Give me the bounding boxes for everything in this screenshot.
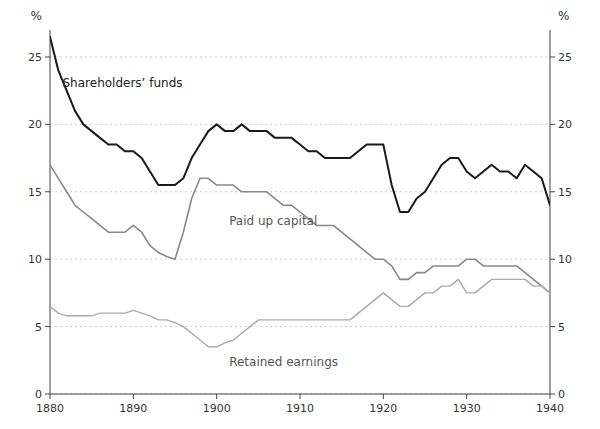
y-tick-label: 25	[28, 51, 42, 64]
y2-tick-label: 20	[558, 118, 572, 131]
y-tick-label: 15	[28, 186, 42, 199]
chart: 1880189019001910192019301940051015202505…	[0, 0, 600, 429]
x-tick-label: 1930	[453, 402, 481, 415]
x-tick	[550, 394, 551, 399]
y2-tick	[550, 259, 555, 260]
y2-tick	[550, 56, 555, 57]
x-tick	[300, 394, 301, 399]
plot-area	[50, 37, 550, 347]
y-axis-label: %	[31, 9, 42, 23]
series-annotation: Shareholders’ funds	[63, 76, 183, 90]
x-tick-label: 1880	[36, 402, 64, 415]
x-tick-label: 1890	[119, 402, 147, 415]
grid	[50, 57, 550, 394]
x-tick-label: 1900	[203, 402, 231, 415]
y-tick	[45, 326, 50, 327]
y-tick-label: 5	[35, 321, 42, 334]
y-tick	[45, 259, 50, 260]
y-tick	[45, 191, 50, 192]
y2-tick	[550, 394, 555, 395]
y-tick-label: 20	[28, 118, 42, 131]
x-tick	[383, 394, 384, 399]
x-tick-label: 1940	[536, 402, 564, 415]
x-tick	[50, 394, 51, 399]
y-tick-label: 0	[35, 388, 42, 401]
annotations: Shareholders’ funds Paid up capital Retain…	[63, 76, 339, 369]
x-tick	[466, 394, 467, 399]
series-line	[50, 165, 550, 293]
grid-line	[50, 326, 550, 327]
y-tick-label: 10	[28, 253, 42, 266]
grid-line	[50, 191, 550, 192]
y2-axis-label: %	[558, 9, 569, 23]
y-tick	[45, 124, 50, 125]
series-line	[50, 37, 550, 212]
series-line	[50, 279, 550, 346]
x-tick-label: 1910	[286, 402, 314, 415]
y2-axis-line	[550, 30, 551, 394]
x-tick-label: 1920	[369, 402, 397, 415]
y-axis-line	[50, 30, 51, 394]
y2-tick-label: 15	[558, 186, 572, 199]
y2-tick	[550, 326, 555, 327]
y2-tick	[550, 191, 555, 192]
x-tick	[133, 394, 134, 399]
y2-tick-label: 25	[558, 51, 572, 64]
y2-tick-label: 10	[558, 253, 572, 266]
y-tick	[45, 394, 50, 395]
x-tick	[216, 394, 217, 399]
grid-line	[50, 124, 550, 125]
y2-tick	[550, 124, 555, 125]
y2-tick-label: 5	[558, 321, 565, 334]
y-tick	[45, 56, 50, 57]
y2-tick-label: 0	[558, 388, 565, 401]
axes: 1880189019001910192019301940051015202505…	[28, 30, 572, 415]
series-annotation: Paid up capital	[229, 214, 317, 228]
series-annotation: Retained earnings	[229, 355, 338, 369]
grid-line	[50, 56, 550, 57]
